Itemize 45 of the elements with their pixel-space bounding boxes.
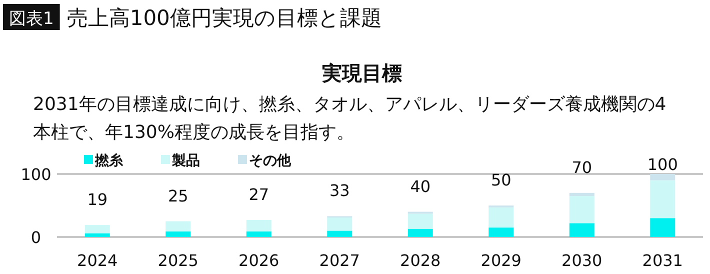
bar	[488, 228, 514, 237]
total-label: 70	[572, 158, 592, 177]
bar	[650, 180, 676, 218]
total-label: 50	[490, 170, 512, 190]
bar	[327, 217, 352, 231]
legend-label: 製品	[171, 153, 200, 169]
x-tick-label: 2028	[400, 251, 441, 270]
x-tick-label: 2031	[642, 251, 683, 270]
bar	[84, 225, 110, 234]
bar	[246, 231, 272, 237]
x-tick-label: 2025	[158, 251, 198, 270]
legend-label: 撚糸	[94, 152, 124, 169]
x-tick-label: 2026	[238, 251, 280, 270]
total-label: 19	[87, 190, 108, 210]
header-label: 図表1	[3, 4, 60, 30]
bar	[166, 221, 191, 232]
x-tick-label: 2024	[77, 251, 118, 270]
total-label: 25	[168, 186, 188, 206]
bar	[408, 228, 433, 237]
x-tick-label: 2027	[319, 251, 360, 270]
x-tick-label: 2030	[562, 251, 602, 270]
bar	[408, 214, 433, 229]
total-label: 40	[410, 176, 431, 196]
bar	[569, 192, 594, 196]
bar	[166, 231, 191, 237]
chart-title: 売上高100億円実現の目標と課題	[66, 6, 382, 30]
y-tick-label: 0	[30, 228, 42, 247]
total-label: 33	[329, 181, 350, 200]
bar	[569, 223, 594, 237]
legend-item: その他	[238, 153, 291, 169]
chart-subtitle: 実現目標	[321, 61, 402, 85]
bar	[84, 233, 110, 237]
total-label: 100	[647, 155, 678, 174]
legend-item: 撚糸	[84, 153, 123, 169]
legend-label: その他	[249, 153, 292, 169]
bar	[246, 220, 272, 232]
total-label: 27	[248, 184, 270, 204]
bar	[650, 174, 676, 180]
text: 2031年の目標達成に向け、撚糸、タオル、アパレル、リーダーズ養成機関の4本柱で、年130%程度の成長を目指す。	[33, 94, 666, 143]
x-tick-label: 2029	[480, 251, 522, 270]
bar	[327, 230, 352, 237]
bar	[650, 218, 676, 237]
bar	[488, 207, 514, 228]
bar	[569, 196, 594, 224]
legend-item: 製品	[161, 153, 200, 169]
